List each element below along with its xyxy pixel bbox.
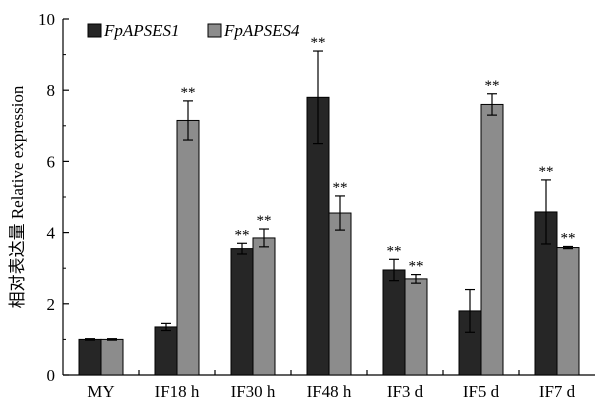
y-tick-label: 6: [47, 152, 56, 171]
x-tick-label-if18-h: IF18 h: [155, 382, 200, 401]
significance-mark-fpapses4-if30-h: **: [257, 213, 272, 229]
x-tick-label-if7-d: IF7 d: [539, 382, 576, 401]
bar-fpapses4-if48-h: [328, 212, 352, 376]
bar-fpapses4-if5-d: [480, 103, 504, 376]
significance-mark-fpapses1-if48-h: **: [311, 35, 326, 51]
bar-fpapses1-if3-d: [382, 269, 406, 376]
bar-fpapses1-if30-h: [230, 248, 254, 376]
bar-fpapses4-if3-d: [404, 278, 428, 376]
legend-label-fpapses4: FpAPSES4: [223, 21, 300, 40]
y-tick-label: 8: [47, 81, 56, 100]
bar-fpapses1-if18-h: [154, 326, 178, 376]
bar-fpapses4-if7-d: [556, 247, 580, 376]
error-bars: [85, 50, 573, 341]
y-tick-label: 10: [38, 10, 55, 29]
x-tick-label-if48-h: IF48 h: [307, 382, 352, 401]
x-tick-label-if3-d: IF3 d: [387, 382, 424, 401]
x-tick-label-my: MY: [87, 382, 114, 401]
significance-mark-fpapses4-if3-d: **: [409, 259, 424, 275]
significance-mark-fpapses1-if7-d: **: [539, 164, 554, 180]
significance-mark-fpapses4-if7-d: **: [561, 230, 576, 246]
bar-fpapses4-if30-h: [252, 237, 276, 376]
legend-swatch-fpapses1: [87, 23, 102, 38]
bar-fpapses4-my: [100, 338, 124, 376]
significance-mark-fpapses1-if30-h: **: [235, 227, 250, 243]
y-tick-label: 4: [47, 224, 56, 243]
significance-mark-fpapses1-if3-d: **: [387, 243, 402, 259]
legend-label-fpapses1: FpAPSES1: [103, 21, 180, 40]
y-tick-label: 2: [47, 295, 56, 314]
y-tick-label: 0: [47, 366, 56, 385]
bar-fpapses1-my: [78, 338, 102, 376]
x-tick-label-if5-d: IF5 d: [463, 382, 500, 401]
legend: FpAPSES1 FpAPSES4: [87, 21, 300, 40]
significance-marks: ** ** ** ** ** ** ** ** ** **: [181, 35, 576, 275]
significance-mark-fpapses4-if48-h: **: [333, 180, 348, 196]
legend-swatch-fpapses4: [207, 23, 222, 38]
significance-mark-fpapses4-if18-h: **: [181, 85, 196, 101]
x-tick-label-if30-h: IF30 h: [231, 382, 276, 401]
y-axis-label: 相对表达量 Relative expression: [8, 85, 27, 308]
bars: [78, 96, 580, 376]
significance-mark-fpapses4-if5-d: **: [485, 78, 500, 94]
y-axis: 0 2 4 6 8 10: [38, 10, 69, 385]
bar-fpapses4-if18-h: [176, 119, 200, 376]
